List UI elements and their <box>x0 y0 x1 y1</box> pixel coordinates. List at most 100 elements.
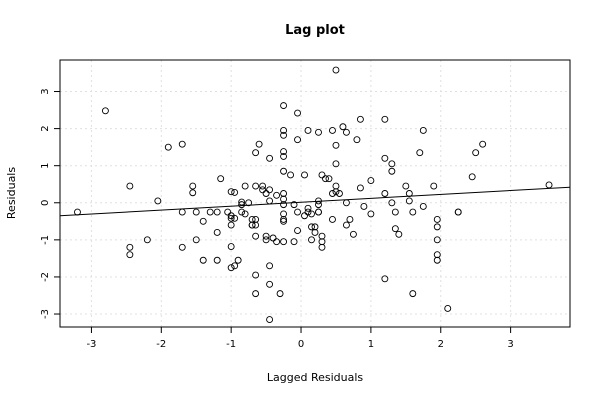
data-point-156 <box>479 140 487 148</box>
data-point-57 <box>266 197 274 205</box>
y-axis-ticks: -3 -2 -1 0 1 2 3 <box>40 88 60 319</box>
data-point-58 <box>266 262 274 270</box>
data-point-20 <box>213 256 221 264</box>
data-point-53 <box>262 232 270 240</box>
regression-line <box>59 186 571 217</box>
data-point-17 <box>206 208 214 216</box>
data-point-55 <box>266 154 274 162</box>
data-point-38 <box>245 199 253 207</box>
data-point-6 <box>154 197 162 205</box>
data-point-4 <box>126 251 134 259</box>
data-point-99 <box>315 208 322 216</box>
data-point-97 <box>315 201 322 209</box>
regression-line-group <box>59 186 571 217</box>
data-point-26 <box>227 221 235 229</box>
data-point-64 <box>276 290 284 298</box>
data-point-48 <box>252 290 260 298</box>
data-point-84 <box>294 227 301 235</box>
data-point-94 <box>311 228 319 236</box>
data-point-134 <box>391 208 399 216</box>
y-tick-label-2: -1 <box>40 235 51 245</box>
data-point-89 <box>304 208 312 216</box>
data-point-77 <box>280 238 288 246</box>
data-point-127 <box>381 115 389 123</box>
data-point-135 <box>391 225 399 233</box>
data-point-119 <box>346 216 354 223</box>
data-point-117 <box>342 199 350 207</box>
data-point-136 <box>395 230 403 238</box>
data-point-73 <box>280 201 288 209</box>
data-point-111 <box>332 160 340 168</box>
data-point-90 <box>308 210 315 218</box>
data-point-81 <box>294 109 301 117</box>
data-point-35 <box>238 208 246 216</box>
data-point-88 <box>304 204 312 212</box>
data-point-21 <box>217 175 225 183</box>
data-point-42 <box>252 149 260 157</box>
data-point-8 <box>178 140 186 148</box>
y-tick-label-5: 2 <box>40 125 51 131</box>
data-points <box>74 66 553 324</box>
data-point-85 <box>301 171 308 179</box>
data-point-69 <box>280 152 288 160</box>
data-point-5 <box>143 236 151 244</box>
data-point-7 <box>164 143 172 151</box>
data-point-13 <box>192 236 200 244</box>
data-point-45 <box>252 221 260 229</box>
data-point-22 <box>224 208 232 216</box>
data-point-63 <box>273 238 281 246</box>
data-point-46 <box>252 232 260 240</box>
y-tick-label-0: -3 <box>40 309 51 319</box>
data-point-25 <box>227 214 235 222</box>
data-point-101 <box>318 232 326 240</box>
data-point-41 <box>248 221 256 229</box>
data-point-113 <box>332 188 340 196</box>
data-point-19 <box>213 228 221 236</box>
data-point-54 <box>262 236 270 244</box>
data-point-2 <box>126 182 134 190</box>
data-point-151 <box>444 305 452 312</box>
data-point-142 <box>416 149 424 157</box>
data-point-3 <box>126 243 134 251</box>
data-point-72 <box>280 195 288 203</box>
data-point-67 <box>280 131 288 139</box>
data-point-116 <box>342 128 350 136</box>
data-point-52 <box>262 190 270 197</box>
data-point-51 <box>259 182 267 190</box>
grid-lines <box>60 60 570 327</box>
data-point-133 <box>388 199 396 207</box>
data-point-37 <box>241 210 249 218</box>
data-point-34 <box>238 201 246 209</box>
data-point-66 <box>280 127 288 134</box>
data-point-150 <box>433 256 441 264</box>
x-tick-label-2: -1 <box>226 339 236 350</box>
data-point-146 <box>433 216 441 223</box>
data-point-132 <box>388 167 396 175</box>
data-point-29 <box>231 188 239 196</box>
data-point-95 <box>315 128 322 136</box>
data-point-79 <box>290 201 298 209</box>
data-point-71 <box>280 190 288 197</box>
data-point-124 <box>360 203 368 210</box>
data-point-120 <box>349 230 357 238</box>
data-point-100 <box>318 171 326 179</box>
data-point-125 <box>367 177 375 184</box>
data-point-114 <box>336 190 343 197</box>
x-tick-label-3: 0 <box>298 339 304 350</box>
y-axis-label: Residuals <box>5 167 18 219</box>
data-point-138 <box>405 190 413 197</box>
data-point-9 <box>178 243 186 251</box>
data-point-27 <box>227 243 235 250</box>
data-point-140 <box>409 208 417 216</box>
data-point-36 <box>241 182 249 190</box>
data-point-122 <box>356 115 364 123</box>
data-point-103 <box>318 243 326 251</box>
data-point-78 <box>287 171 294 179</box>
data-point-144 <box>419 127 427 134</box>
data-point-74 <box>280 210 288 218</box>
x-tick-label-6: 3 <box>507 339 513 350</box>
data-point-108 <box>329 216 336 223</box>
data-point-143 <box>419 203 427 210</box>
data-point-76 <box>280 217 288 225</box>
